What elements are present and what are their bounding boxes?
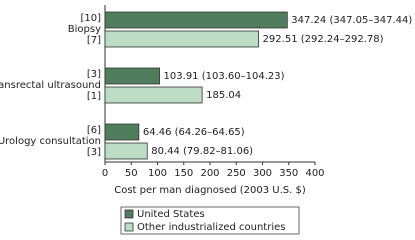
bar [104,123,140,141]
bar [104,30,259,48]
x-tick-label: 0 [102,168,108,179]
bar [104,67,160,85]
x-tick-label: 150 [174,168,193,179]
value-label: 103.91 (103.60–104.23) [164,71,285,82]
x-tick-label: 300 [253,168,272,179]
reference-label: [1] [87,91,101,102]
x-tick-label: 400 [305,168,324,179]
bar [104,86,203,104]
category-label: Transrectal ultrasound [0,80,101,91]
x-tick-label: 100 [148,168,167,179]
value-label: 347.24 (347.05–347.44) [291,15,412,26]
category-label: Urology consultation [0,136,101,147]
reference-label: [7] [87,35,101,46]
reference-label: [10] [80,13,101,24]
bar [104,142,148,160]
category-label: Biopsy [68,24,101,35]
x-tick-label: 200 [200,168,219,179]
value-label: 185.04 [206,90,241,101]
value-label: 64.46 (64.26–64.65) [143,127,245,138]
reference-label: [6] [87,125,101,136]
bar [104,11,288,29]
x-tick-label: 350 [279,168,298,179]
x-tick-label: 50 [125,168,138,179]
x-tick-label: 250 [227,168,246,179]
legend-label: Other industrialized countries [137,222,285,233]
reference-label: [3] [87,147,101,158]
legend-label: United States [137,209,205,220]
value-label: 292.51 (292.24–292.78) [263,34,384,45]
legend-swatch [124,209,134,219]
legend-box [120,206,300,235]
x-axis-label: Cost per man diagnosed (2003 U.S. $) [114,185,306,196]
value-label: 80.44 (79.82–81.06) [151,146,253,157]
reference-label: [3] [87,69,101,80]
legend-swatch [124,222,134,232]
